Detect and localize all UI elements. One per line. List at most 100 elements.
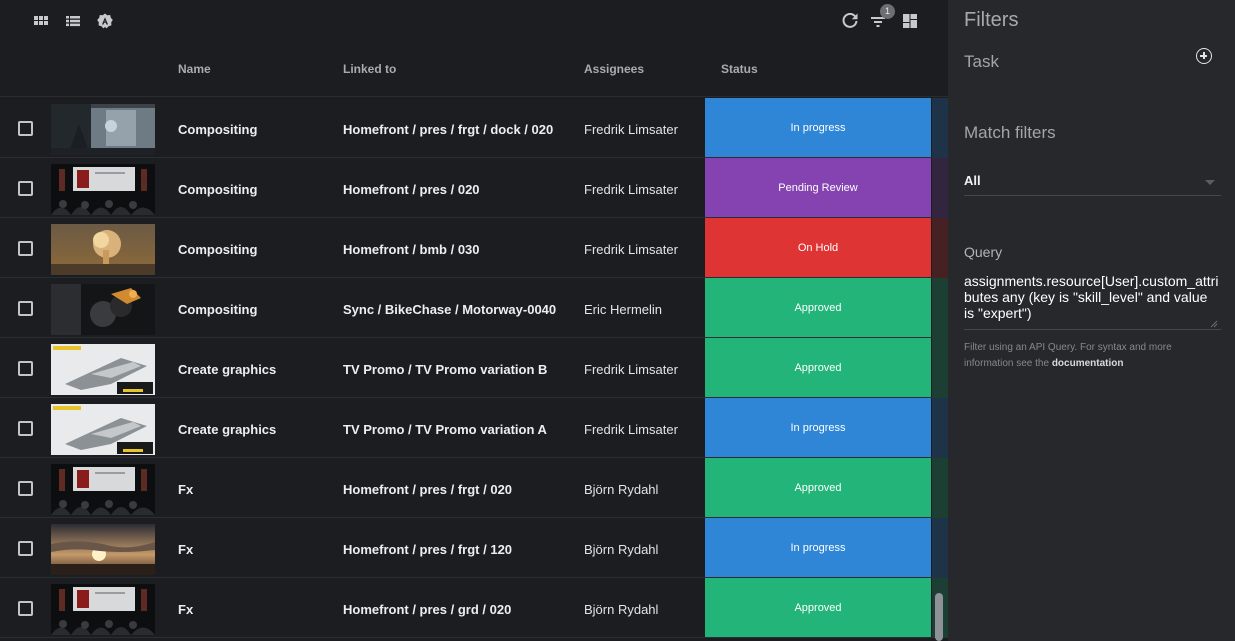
row-checkbox[interactable] xyxy=(18,241,33,256)
task-name[interactable]: Fx xyxy=(178,482,194,497)
row-checkbox[interactable] xyxy=(18,481,33,496)
assignee: Björn Rydahl xyxy=(584,602,659,617)
status-strip xyxy=(932,98,948,641)
row-checkbox[interactable] xyxy=(18,541,33,556)
table-row[interactable]: Compositing Homefront / pres / frgt / doc… xyxy=(0,98,932,158)
status-strip-segment xyxy=(932,338,948,398)
assignee: Fredrik Limsater xyxy=(584,242,678,257)
task-thumbnail[interactable] xyxy=(51,104,155,155)
table-row[interactable]: Fx Homefront / pres / grd / 020 Björn Ryda… xyxy=(0,578,932,638)
task-list-panel: 1 Name Linked to Assignees Status Compos… xyxy=(0,0,948,641)
filter-count-badge: 1 xyxy=(880,4,895,19)
status-badge[interactable]: On Hold xyxy=(705,218,931,277)
assignee: Fredrik Limsater xyxy=(584,182,678,197)
task-thumbnail[interactable] xyxy=(51,584,155,635)
app-badge-icon[interactable] xyxy=(95,11,115,31)
status-badge[interactable]: Approved xyxy=(705,338,931,397)
layout-icon[interactable] xyxy=(900,11,920,31)
row-checkbox[interactable] xyxy=(18,301,33,316)
status-badge[interactable]: Approved xyxy=(705,458,931,517)
status-strip-segment xyxy=(932,158,948,218)
task-thumbnail[interactable] xyxy=(51,164,155,215)
linked-to[interactable]: Homefront / pres / 020 xyxy=(343,182,480,197)
match-filters-label: Match filters xyxy=(964,123,1056,142)
table-row[interactable]: Create graphics TV Promo / TV Promo varia… xyxy=(0,338,932,398)
linked-to[interactable]: TV Promo / TV Promo variation B xyxy=(343,362,548,377)
add-filter-icon[interactable] xyxy=(1196,48,1212,64)
task-name[interactable]: Fx xyxy=(178,542,194,557)
task-name[interactable]: Compositing xyxy=(178,242,258,257)
column-header-status[interactable]: Status xyxy=(721,62,758,76)
row-checkbox[interactable] xyxy=(18,361,33,376)
toolbar: 1 xyxy=(0,0,948,42)
filters-title: Filters xyxy=(964,9,1019,31)
chevron-down-icon xyxy=(1205,180,1215,185)
task-name[interactable]: Compositing xyxy=(178,302,258,317)
table-row[interactable]: Fx Homefront / pres / frgt / 020 Björn Ryd… xyxy=(0,458,932,518)
list-view-icon[interactable] xyxy=(63,11,83,31)
assignee: Fredrik Limsater xyxy=(584,122,678,137)
task-thumbnail[interactable] xyxy=(51,464,155,515)
column-header-linked-to[interactable]: Linked to xyxy=(343,62,397,76)
task-thumbnail[interactable] xyxy=(51,224,155,275)
linked-to[interactable]: Homefront / pres / grd / 020 xyxy=(343,602,512,617)
status-strip-segment xyxy=(932,278,948,338)
assignee: Fredrik Limsater xyxy=(584,422,678,437)
task-name[interactable]: Create graphics xyxy=(178,362,277,377)
match-filters-select[interactable]: All xyxy=(964,168,1221,196)
status-badge[interactable]: In progress xyxy=(705,398,931,457)
task-thumbnail[interactable] xyxy=(51,524,155,575)
grid-view-icon[interactable] xyxy=(31,11,51,31)
task-name[interactable]: Compositing xyxy=(178,182,258,197)
refresh-icon[interactable] xyxy=(840,11,860,31)
task-table-body: Compositing Homefront / pres / frgt / doc… xyxy=(0,98,932,638)
status-strip-segment xyxy=(932,518,948,578)
assignee: Björn Rydahl xyxy=(584,482,659,497)
row-checkbox[interactable] xyxy=(18,421,33,436)
query-label: Query xyxy=(964,244,1003,260)
linked-to[interactable]: TV Promo / TV Promo variation A xyxy=(343,422,547,437)
resize-grip-icon[interactable] xyxy=(1210,320,1218,328)
task-filter-label: Task xyxy=(964,52,999,71)
table-row[interactable]: Create graphics TV Promo / TV Promo varia… xyxy=(0,398,932,458)
filter-icon[interactable] xyxy=(868,11,888,31)
table-row[interactable]: Fx Homefront / pres / frgt / 120 Björn Ryd… xyxy=(0,518,932,578)
status-badge[interactable]: In progress xyxy=(705,518,931,577)
row-checkbox[interactable] xyxy=(18,121,33,136)
task-name[interactable]: Fx xyxy=(178,602,194,617)
task-thumbnail[interactable] xyxy=(51,404,155,455)
status-badge[interactable]: Approved xyxy=(705,578,931,637)
linked-to[interactable]: Homefront / pres / frgt / dock / 020 xyxy=(343,122,554,137)
scrollbar-thumb[interactable] xyxy=(935,593,943,641)
table-row[interactable]: Compositing Sync / BikeChase / Motorway-0… xyxy=(0,278,932,338)
query-input[interactable] xyxy=(964,273,1221,330)
linked-to[interactable]: Homefront / pres / frgt / 120 xyxy=(343,542,513,557)
status-strip-segment xyxy=(932,218,948,278)
status-strip-segment xyxy=(932,98,948,158)
column-header-name[interactable]: Name xyxy=(178,62,211,76)
documentation-link[interactable]: documentation xyxy=(1051,358,1124,369)
linked-to[interactable]: Homefront / bmb / 030 xyxy=(343,242,480,257)
status-strip-segment xyxy=(932,458,948,518)
task-name[interactable]: Compositing xyxy=(178,122,258,137)
assignee: Björn Rydahl xyxy=(584,542,659,557)
task-thumbnail[interactable] xyxy=(51,344,155,395)
status-strip-segment xyxy=(932,398,948,458)
query-help-text: Filter using an API Query. For syntax an… xyxy=(964,340,1204,372)
column-header-assignees[interactable]: Assignees xyxy=(584,62,645,76)
row-checkbox[interactable] xyxy=(18,601,33,616)
assignee: Eric Hermelin xyxy=(584,302,663,317)
status-badge[interactable]: In progress xyxy=(705,98,931,157)
status-badge[interactable]: Pending Review xyxy=(705,158,931,217)
match-filters-value: All xyxy=(964,173,981,188)
status-badge[interactable]: Approved xyxy=(705,278,931,337)
row-checkbox[interactable] xyxy=(18,181,33,196)
task-thumbnail[interactable] xyxy=(51,284,155,335)
table-row[interactable]: Compositing Homefront / bmb / 030 Fredrik … xyxy=(0,218,932,278)
linked-to[interactable]: Sync / BikeChase / Motorway-0040 xyxy=(343,302,557,317)
task-name[interactable]: Create graphics xyxy=(178,422,277,437)
query-help-message: Filter using an API Query. For syntax an… xyxy=(964,342,1172,369)
table-row[interactable]: Compositing Homefront / pres / 020 Fredrik… xyxy=(0,158,932,218)
filters-panel: Filters Task Match filters All Query Fil… xyxy=(948,0,1235,641)
linked-to[interactable]: Homefront / pres / frgt / 020 xyxy=(343,482,513,497)
